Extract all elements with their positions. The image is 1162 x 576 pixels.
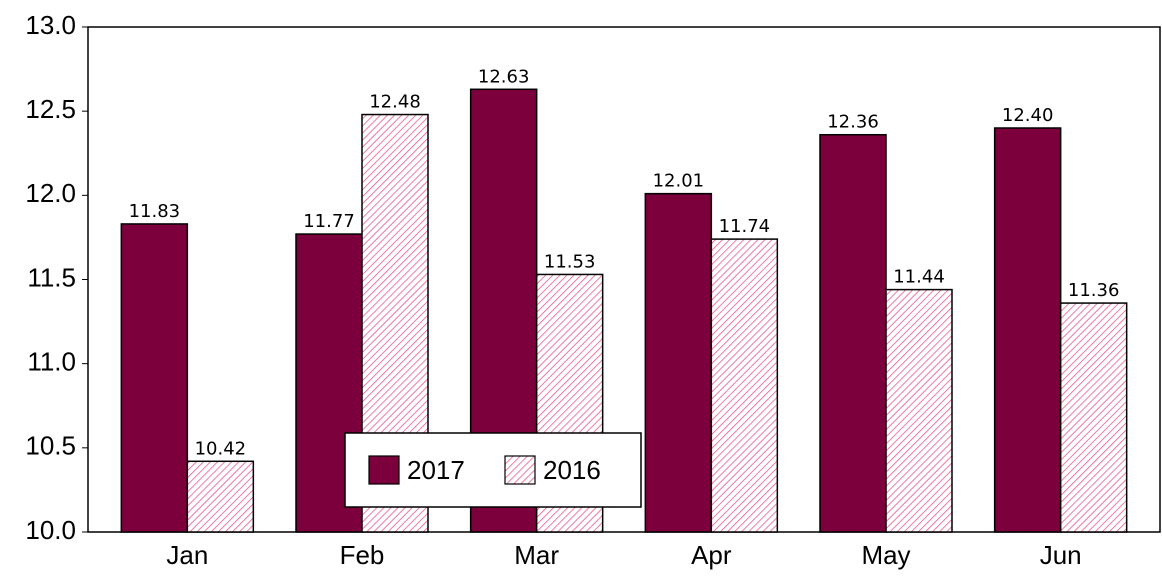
y-tick-label: 10.5 xyxy=(25,431,76,461)
y-tick-label: 13.0 xyxy=(25,10,76,40)
y-tick-label: 12.5 xyxy=(25,94,76,124)
x-tick-label: Apr xyxy=(691,540,732,570)
x-tick-label: Jun xyxy=(1040,540,1082,570)
x-tick-label: Feb xyxy=(340,540,385,570)
value-label: 12.01 xyxy=(653,171,705,192)
x-tick-label: May xyxy=(861,540,910,570)
legend: 2017 2016 xyxy=(344,432,642,508)
value-label: 12.48 xyxy=(369,92,421,113)
legend-swatch xyxy=(504,455,536,485)
value-label: 12.36 xyxy=(827,112,879,133)
y-tick-label: 12.0 xyxy=(25,178,76,208)
value-label: 11.36 xyxy=(1068,280,1120,301)
bar xyxy=(186,460,255,533)
y-tick-label: 10.0 xyxy=(25,515,76,545)
value-label: 12.63 xyxy=(478,66,530,87)
legend-label: 2016 xyxy=(543,455,601,485)
legend-label: 2017 xyxy=(407,455,465,485)
y-tick-label: 11.5 xyxy=(27,262,76,292)
bar xyxy=(710,238,779,533)
value-label: 11.77 xyxy=(303,211,355,232)
bar xyxy=(644,192,713,533)
value-label: 11.44 xyxy=(893,267,945,288)
y-tick-label: 11.0 xyxy=(27,347,76,377)
value-label: 11.83 xyxy=(129,201,181,222)
bar xyxy=(1059,302,1128,533)
value-label: 10.42 xyxy=(195,438,247,459)
legend-swatch xyxy=(368,455,400,485)
bar xyxy=(120,223,189,533)
x-tick-label: Mar xyxy=(514,540,559,570)
bar xyxy=(993,127,1062,533)
bar xyxy=(885,288,953,533)
value-label: 12.40 xyxy=(1002,105,1054,126)
bar xyxy=(819,133,887,533)
value-label: 11.53 xyxy=(544,251,596,272)
value-label: 11.74 xyxy=(719,216,771,237)
x-tick-label: Jan xyxy=(166,540,208,570)
